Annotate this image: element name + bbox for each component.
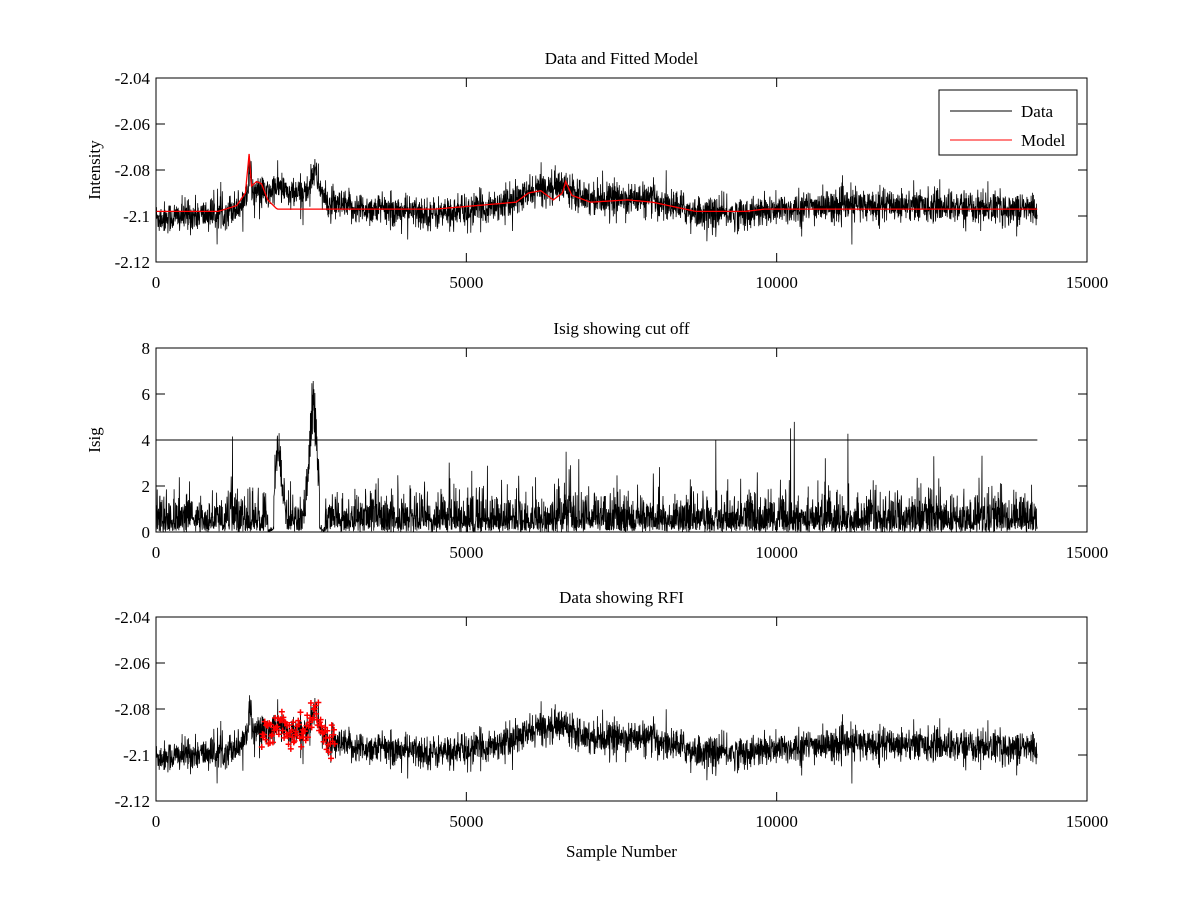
- rfi-marker: [286, 721, 293, 728]
- rfi-marker: [304, 712, 311, 719]
- rfi-marker: [331, 740, 338, 747]
- y-tick-label: -2.1: [123, 207, 150, 226]
- x-tick-label: 0: [152, 273, 161, 292]
- rfi-marker: [318, 722, 325, 729]
- rfi-marker: [275, 731, 282, 738]
- rfi-marker: [296, 735, 303, 742]
- x-axis-label: Sample Number: [566, 842, 677, 861]
- y-tick-label: -2.06: [115, 115, 150, 134]
- plot-area: [156, 153, 1038, 245]
- rfi-marker: [328, 722, 335, 729]
- y-tick-label: -2.04: [115, 69, 151, 88]
- rfi-marker: [328, 755, 335, 762]
- rfi-marker: [322, 724, 329, 731]
- rfi-marker: [298, 743, 305, 750]
- legend-label-data: Data: [1021, 102, 1054, 121]
- y-tick-label: 6: [142, 385, 151, 404]
- model-series-line: [156, 153, 1038, 213]
- rfi-marker: [330, 731, 337, 738]
- y-tick-label: -2.08: [115, 161, 150, 180]
- rfi-marker: [320, 738, 327, 745]
- plot-area: [156, 695, 1038, 784]
- chart-title: Data showing RFI: [559, 588, 684, 607]
- rfi-marker: [284, 733, 291, 740]
- plot-area: [156, 380, 1038, 532]
- rfi-marker: [281, 734, 288, 741]
- rfi-marker: [297, 709, 304, 716]
- x-tick-label: 5000: [449, 543, 483, 562]
- rfi-marker: [293, 728, 300, 735]
- y-tick-label: -2.12: [115, 792, 150, 811]
- y-tick-label: -2.06: [115, 654, 150, 673]
- panel-2: 0 5000 10000 15000 0 2 4 6 8 Isig showing cut off…: [85, 319, 1108, 562]
- y-axis-label: Isig: [85, 427, 104, 453]
- rfi-marker: [282, 719, 289, 726]
- rfi-marker: [288, 727, 295, 734]
- rfi-marker: [279, 727, 286, 734]
- y-tick-label: 4: [142, 431, 151, 450]
- x-tick-label: 5000: [449, 812, 483, 831]
- data-series-line: [156, 695, 1038, 784]
- rfi-marker: [315, 699, 322, 706]
- y-tick-label: 8: [142, 339, 151, 358]
- chart-title: Data and Fitted Model: [545, 49, 699, 68]
- rfi-marker: [280, 714, 287, 721]
- rfi-marker: [312, 702, 319, 709]
- panel-1: 0 5000 10000 15000 -2.12 -2.1 -2.08 -2.06 -2.04 D…: [85, 49, 1108, 292]
- y-tick-label: -2.08: [115, 700, 150, 719]
- isig-series-line: [156, 380, 1038, 532]
- y-tick-label: -2.04: [115, 608, 151, 627]
- rfi-marker: [304, 734, 311, 741]
- x-tick-label: 15000: [1066, 812, 1109, 831]
- rfi-marker: [324, 727, 331, 734]
- legend-box: [938, 89, 1078, 156]
- legend: Data Model: [938, 89, 1078, 156]
- y-tick-label: 0: [142, 523, 151, 542]
- rfi-marker: [331, 726, 338, 733]
- rfi-marker: [291, 737, 298, 744]
- rfi-marker: [301, 728, 308, 735]
- x-tick-label: 10000: [755, 543, 798, 562]
- rfi-marker: [260, 731, 267, 738]
- x-tick-label: 10000: [755, 273, 798, 292]
- x-tick-label: 15000: [1066, 543, 1109, 562]
- x-tick-label: 10000: [755, 812, 798, 831]
- rfi-marker: [302, 737, 309, 744]
- x-tick-label: 5000: [449, 273, 483, 292]
- rfi-marker: [307, 699, 314, 706]
- data-series-line: [156, 156, 1038, 245]
- rfi-marker: [317, 716, 324, 723]
- rfi-marker: [308, 724, 315, 731]
- y-axis-label: Intensity: [85, 140, 104, 200]
- rfi-marker: [269, 739, 276, 746]
- rfi-marker: [258, 744, 265, 751]
- y-tick-label: -2.1: [123, 746, 150, 765]
- axes-box: [155, 616, 1088, 802]
- rfi-marker: [313, 710, 320, 717]
- chart-title: Isig showing cut off: [553, 319, 689, 338]
- legend-label-model: Model: [1021, 131, 1066, 150]
- rfi-marker: [289, 734, 296, 741]
- rfi-marker: [278, 708, 285, 715]
- rfi-marker: [325, 749, 332, 756]
- rfi-marker: [267, 721, 274, 728]
- rfi-marker: [274, 723, 281, 730]
- rfi-marker: [310, 714, 317, 721]
- rfi-marker: [287, 745, 294, 752]
- rfi-marker: [269, 731, 276, 738]
- panel-3: 0 5000 10000 15000 -2.12 -2.1 -2.08 -2.06 -2.04 D…: [115, 588, 1109, 861]
- rfi-marker: [290, 719, 297, 726]
- rfi-marker: [262, 736, 269, 743]
- x-tick-label: 0: [152, 812, 161, 831]
- rfi-marker: [285, 741, 292, 748]
- rfi-marker: [326, 734, 333, 741]
- y-tick-label: 2: [142, 477, 151, 496]
- x-tick-label: 15000: [1066, 273, 1109, 292]
- y-tick-label: -2.12: [115, 253, 150, 272]
- x-tick-label: 0: [152, 543, 161, 562]
- rfi-marker: [296, 721, 303, 728]
